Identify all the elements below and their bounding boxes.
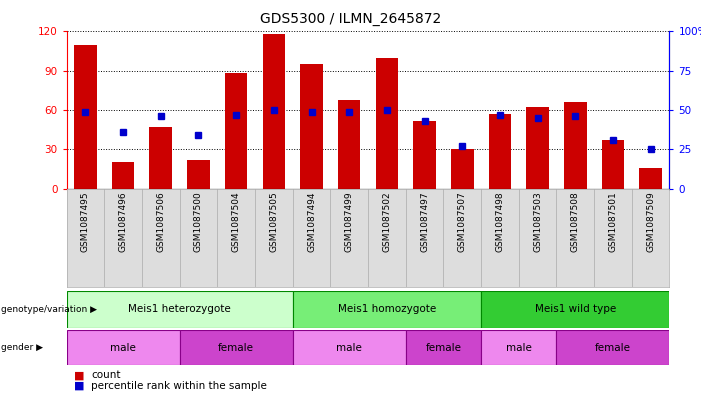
Text: GSM1087500: GSM1087500 (194, 191, 203, 252)
Bar (300, 64, 322, 189)
Text: GSM1087507: GSM1087507 (458, 191, 467, 252)
Text: female: female (426, 343, 461, 353)
Bar (564, 102, 587, 189)
Bar (187, 160, 210, 189)
Text: GSM1087500: GSM1087500 (194, 189, 203, 250)
Bar (481, 291, 669, 328)
Text: count: count (91, 370, 121, 380)
Bar (406, 330, 481, 365)
Bar (111, 162, 135, 189)
Text: male: male (110, 343, 136, 353)
Text: GSM1087506: GSM1087506 (156, 189, 165, 250)
Text: GSM1087504: GSM1087504 (231, 191, 240, 252)
Text: GSM1087494: GSM1087494 (307, 189, 316, 249)
Bar (67, 291, 293, 328)
Text: GSM1087494: GSM1087494 (307, 191, 316, 252)
Text: GSM1087509: GSM1087509 (646, 191, 655, 252)
Text: Meis1 heterozygote: Meis1 heterozygote (128, 305, 231, 314)
Bar (413, 121, 436, 189)
Text: Meis1 wild type: Meis1 wild type (535, 305, 616, 314)
Text: GSM1087497: GSM1087497 (420, 191, 429, 252)
Text: GSM1087504: GSM1087504 (231, 189, 240, 249)
Text: GDS5300 / ILMN_2645872: GDS5300 / ILMN_2645872 (260, 12, 441, 26)
Text: GSM1087509: GSM1087509 (646, 189, 655, 250)
Bar (74, 44, 97, 189)
Bar (293, 330, 406, 365)
Text: GSM1087506: GSM1087506 (156, 191, 165, 252)
Text: GSM1087497: GSM1087497 (420, 189, 429, 249)
Text: GSM1087503: GSM1087503 (533, 189, 542, 250)
Bar (526, 107, 549, 189)
Bar (179, 330, 293, 365)
Text: GSM1087502: GSM1087502 (382, 189, 391, 249)
Bar (376, 58, 398, 189)
Text: GSM1087498: GSM1087498 (496, 189, 505, 249)
Text: female: female (218, 343, 254, 353)
Text: genotype/variation ▶: genotype/variation ▶ (1, 305, 97, 314)
Text: GSM1087505: GSM1087505 (269, 191, 278, 252)
Bar (639, 168, 662, 189)
Text: percentile rank within the sample: percentile rank within the sample (91, 381, 267, 391)
Text: GSM1087495: GSM1087495 (81, 191, 90, 252)
Text: GSM1087503: GSM1087503 (533, 191, 542, 252)
Bar (67, 330, 179, 365)
Bar (225, 73, 247, 189)
Text: GSM1087496: GSM1087496 (118, 191, 128, 252)
Text: GSM1087501: GSM1087501 (608, 189, 618, 250)
Text: GSM1087507: GSM1087507 (458, 189, 467, 250)
Bar (262, 34, 285, 189)
Text: ■: ■ (74, 370, 84, 380)
Bar (489, 114, 511, 189)
Bar (293, 291, 481, 328)
Text: GSM1087499: GSM1087499 (345, 191, 354, 252)
Text: GSM1087501: GSM1087501 (608, 191, 618, 252)
Text: GSM1087496: GSM1087496 (118, 189, 128, 249)
Bar (601, 140, 624, 189)
Text: GSM1087502: GSM1087502 (382, 191, 391, 252)
Text: GSM1087508: GSM1087508 (571, 189, 580, 250)
Text: gender ▶: gender ▶ (1, 343, 43, 352)
Bar (557, 330, 669, 365)
Text: GSM1087505: GSM1087505 (269, 189, 278, 250)
Text: male: male (506, 343, 531, 353)
Text: male: male (336, 343, 362, 353)
Text: Meis1 homozygote: Meis1 homozygote (338, 305, 436, 314)
Text: GSM1087508: GSM1087508 (571, 191, 580, 252)
Text: ■: ■ (74, 381, 84, 391)
Text: GSM1087499: GSM1087499 (345, 189, 354, 249)
Bar (481, 330, 557, 365)
Bar (451, 149, 473, 189)
Text: female: female (595, 343, 631, 353)
Text: GSM1087495: GSM1087495 (81, 189, 90, 249)
Text: GSM1087498: GSM1087498 (496, 191, 505, 252)
Bar (338, 99, 360, 189)
Bar (149, 127, 172, 189)
